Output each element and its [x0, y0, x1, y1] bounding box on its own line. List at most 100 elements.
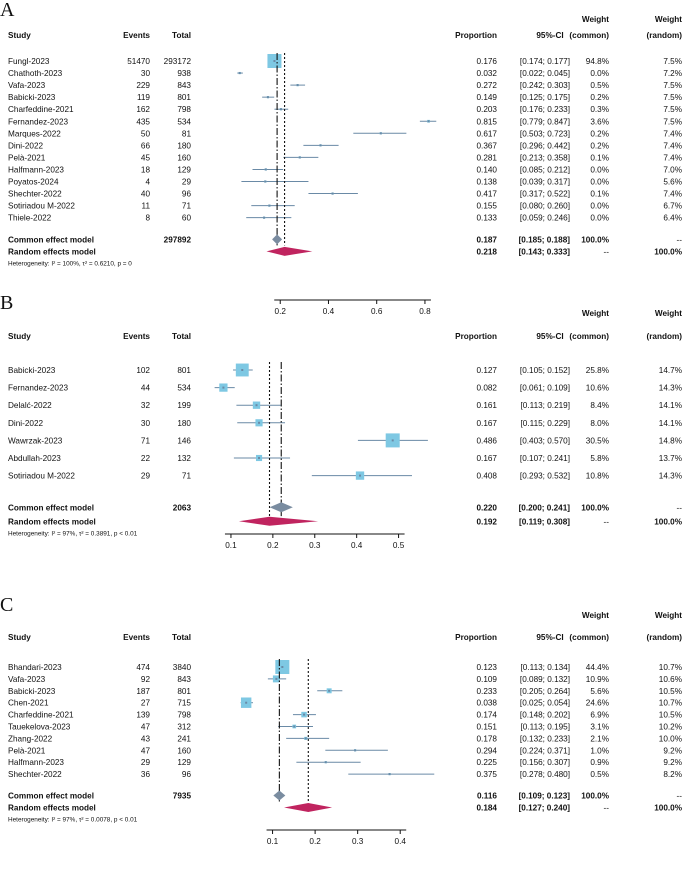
study-row: Babicki-2023 187 801 0.233 [0.205; 0.264] 5.6… — [8, 687, 682, 696]
study-events: 8 — [145, 214, 150, 223]
study-row: Halfmann-2023 29 129 0.225 [0.156; 0.307] 0.9… — [8, 758, 682, 767]
study-ci: [0.213; 0.358] — [520, 153, 570, 162]
random-effect-ci: [0.143; 0.333] — [519, 247, 571, 256]
study-ci: [0.059; 0.246] — [520, 214, 570, 223]
study-proportion: 0.155 — [477, 202, 498, 211]
study-total: 60 — [182, 214, 192, 223]
study-events: 30 — [141, 69, 151, 78]
study-weight-random: 7.2% — [663, 69, 682, 78]
study-name: Marques-2022 — [8, 129, 61, 138]
study-events: 11 — [142, 202, 151, 211]
study-row: Chathoth-2023 30 938 0.032 [0.022; 0.045] 0.0… — [8, 69, 682, 78]
study-total: 129 — [177, 758, 191, 767]
study-name: Thiele-2022 — [8, 214, 52, 223]
study-events: 47 — [141, 723, 151, 732]
study-weight-common: 0.0% — [590, 214, 609, 223]
study-proportion: 0.203 — [477, 105, 498, 114]
header-weight-random: Weight — [655, 15, 682, 24]
study-row: Shechter-2022 40 96 0.417 [0.317; 0.522] 0.1%… — [8, 190, 682, 199]
study-proportion: 0.140 — [477, 165, 498, 174]
common-effect-proportion: 0.116 — [477, 792, 497, 801]
study-ci: [0.205; 0.264] — [520, 687, 570, 696]
header-total: Total — [172, 31, 191, 40]
random-effect-proportion: 0.184 — [477, 804, 498, 813]
study-name: Chathoth-2023 — [8, 69, 63, 78]
point-estimate — [258, 421, 261, 424]
header-events: Events — [123, 633, 150, 642]
study-ci: [0.132; 0.233] — [520, 734, 570, 743]
point-estimate — [427, 120, 430, 123]
point-estimate — [279, 108, 282, 111]
study-name: Halfmann-2023 — [8, 758, 64, 767]
header-weight-common-sub: (common) — [569, 633, 609, 642]
study-weight-common: 0.0% — [590, 69, 609, 78]
study-name: Babicki-2023 — [8, 366, 56, 375]
x-tick-label: 0.4 — [395, 837, 407, 846]
point-estimate — [319, 144, 322, 147]
study-weight-random: 10.2% — [659, 723, 682, 732]
point-estimate — [388, 773, 391, 776]
study-row: Tauekelova-2023 47 312 0.151 [0.113; 0.195] 3… — [8, 723, 682, 732]
study-total: 312 — [177, 723, 191, 732]
study-ci: [0.317; 0.522] — [520, 190, 570, 199]
study-weight-random: 14.3% — [659, 472, 682, 481]
point-estimate — [324, 761, 327, 764]
study-events: 187 — [136, 687, 150, 696]
study-weight-common: 5.6% — [590, 687, 609, 696]
study-row: Halfmann-2023 18 129 0.140 [0.085; 0.212] 0.0… — [8, 165, 682, 174]
study-weight-random: 5.6% — [663, 178, 682, 187]
x-tick-label: 0.4 — [351, 541, 363, 550]
study-events: 44 — [141, 384, 151, 393]
study-row: Thiele-2022 8 60 0.133 [0.059; 0.246] 0.0% 6.4… — [8, 214, 682, 223]
x-tick-label: 0.1 — [267, 837, 279, 846]
study-total: 160 — [177, 153, 191, 162]
study-proportion: 0.294 — [477, 746, 498, 755]
study-weight-random: 7.5% — [663, 57, 682, 66]
study-total: 81 — [182, 129, 192, 138]
study-ci: [0.296; 0.442] — [520, 141, 570, 150]
common-effect-proportion: 0.187 — [477, 235, 498, 244]
point-estimate — [304, 737, 307, 740]
study-ci: [0.115; 0.229] — [521, 419, 570, 428]
study-ci: [0.403; 0.570] — [520, 436, 570, 445]
study-events: 119 — [137, 93, 150, 102]
study-events: 474 — [136, 663, 150, 672]
study-name: Shechter-2022 — [8, 190, 62, 199]
study-total: 180 — [177, 419, 191, 428]
study-weight-random: 10.6% — [659, 675, 682, 684]
common-effect-weight-common: 100.0% — [581, 503, 609, 512]
study-events: 92 — [141, 675, 151, 684]
panel-letter: A — [0, 0, 15, 21]
study-weight-random: 6.4% — [663, 214, 682, 223]
study-total: 96 — [182, 190, 192, 199]
header-study: Study — [8, 332, 31, 341]
study-row: Fernandez-2023 44 534 0.082 [0.061; 0.109] 10… — [8, 383, 682, 393]
study-events: 36 — [141, 770, 151, 779]
header-proportion: Proportion — [455, 31, 497, 40]
study-weight-common: 0.0% — [590, 178, 609, 187]
study-name: Babicki-2023 — [8, 93, 56, 102]
common-effect-weight-random: -- — [677, 792, 683, 801]
study-events: 45 — [141, 153, 151, 162]
study-name: Pelà-2021 — [8, 746, 46, 755]
study-proportion: 0.281 — [477, 153, 498, 162]
study-name: Fernandez-2023 — [8, 384, 69, 393]
study-row: Sotiriadou M-2022 29 71 0.408 [0.293; 0.532]… — [8, 471, 682, 481]
study-events: 229 — [136, 81, 150, 90]
study-total: 843 — [177, 675, 191, 684]
header-events: Events — [123, 332, 150, 341]
study-proportion: 0.109 — [477, 675, 498, 684]
random-effect-weight-random: 100.0% — [654, 804, 682, 813]
panel-letter: C — [0, 594, 13, 616]
study-total: 241 — [177, 734, 191, 743]
header-study: Study — [8, 31, 31, 40]
common-effect-diamond — [273, 790, 286, 801]
heterogeneity-text: Heterogeneity: I² = 97%, τ² = 0.3891, p … — [8, 530, 138, 537]
header-weight-random: Weight — [655, 611, 682, 620]
study-weight-common: 0.9% — [590, 758, 609, 767]
study-weight-random: 6.7% — [663, 202, 682, 211]
study-weight-common: 0.2% — [590, 129, 609, 138]
point-estimate — [258, 457, 261, 459]
study-weight-common: 0.1% — [590, 153, 609, 162]
x-tick-label: 0.6 — [371, 307, 383, 316]
